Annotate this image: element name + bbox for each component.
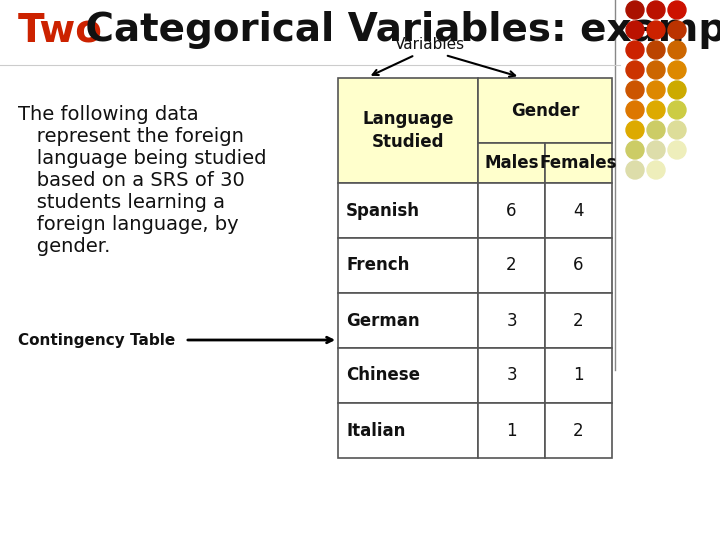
Bar bbox=[545, 143, 612, 183]
Text: 3: 3 bbox=[506, 367, 517, 384]
Circle shape bbox=[626, 1, 644, 19]
Text: Language
Studied: Language Studied bbox=[362, 110, 454, 151]
Text: Gender: Gender bbox=[510, 102, 579, 119]
Circle shape bbox=[647, 121, 665, 139]
Bar bbox=[545, 293, 612, 348]
Text: The following data: The following data bbox=[18, 105, 199, 124]
Bar bbox=[478, 348, 545, 403]
Text: Two: Two bbox=[18, 11, 103, 49]
Circle shape bbox=[647, 81, 665, 99]
Circle shape bbox=[647, 1, 665, 19]
Text: 2: 2 bbox=[506, 256, 517, 274]
Bar bbox=[545, 348, 612, 403]
Circle shape bbox=[626, 21, 644, 39]
Text: Variables: Variables bbox=[395, 37, 465, 52]
Circle shape bbox=[647, 141, 665, 159]
Bar bbox=[338, 78, 478, 183]
Circle shape bbox=[647, 21, 665, 39]
Text: Contingency Table: Contingency Table bbox=[18, 333, 175, 348]
Circle shape bbox=[668, 61, 686, 79]
Circle shape bbox=[647, 161, 665, 179]
Text: Males: Males bbox=[485, 154, 539, 172]
Bar bbox=[545, 403, 612, 458]
Circle shape bbox=[668, 141, 686, 159]
Text: 3: 3 bbox=[506, 312, 517, 329]
Circle shape bbox=[668, 121, 686, 139]
Text: students learning a: students learning a bbox=[18, 193, 225, 212]
Circle shape bbox=[626, 161, 644, 179]
Circle shape bbox=[647, 101, 665, 119]
Bar bbox=[338, 403, 478, 458]
Text: German: German bbox=[346, 312, 420, 329]
Text: 2: 2 bbox=[573, 312, 584, 329]
Text: Chinese: Chinese bbox=[346, 367, 420, 384]
Bar bbox=[478, 403, 545, 458]
Circle shape bbox=[668, 81, 686, 99]
Circle shape bbox=[668, 101, 686, 119]
Bar bbox=[338, 348, 478, 403]
Text: 2: 2 bbox=[573, 422, 584, 440]
Circle shape bbox=[626, 81, 644, 99]
Bar bbox=[478, 78, 612, 143]
Circle shape bbox=[626, 41, 644, 59]
Text: French: French bbox=[346, 256, 410, 274]
Bar bbox=[478, 238, 545, 293]
Text: based on a SRS of 30: based on a SRS of 30 bbox=[18, 171, 245, 190]
Text: Italian: Italian bbox=[346, 422, 405, 440]
Bar bbox=[478, 183, 545, 238]
Bar bbox=[338, 183, 478, 238]
Text: 6: 6 bbox=[573, 256, 584, 274]
Circle shape bbox=[626, 141, 644, 159]
Text: 1: 1 bbox=[573, 367, 584, 384]
Circle shape bbox=[668, 1, 686, 19]
Text: 4: 4 bbox=[573, 201, 584, 219]
Circle shape bbox=[647, 61, 665, 79]
Text: Spanish: Spanish bbox=[346, 201, 420, 219]
Bar bbox=[338, 238, 478, 293]
Circle shape bbox=[626, 101, 644, 119]
Bar bbox=[545, 183, 612, 238]
Circle shape bbox=[626, 61, 644, 79]
Text: Females: Females bbox=[540, 154, 617, 172]
Circle shape bbox=[668, 41, 686, 59]
Text: 6: 6 bbox=[506, 201, 517, 219]
Text: represent the foreign: represent the foreign bbox=[18, 127, 244, 146]
Bar bbox=[478, 293, 545, 348]
Text: language being studied: language being studied bbox=[18, 149, 266, 168]
Bar bbox=[338, 293, 478, 348]
Circle shape bbox=[647, 41, 665, 59]
Bar bbox=[545, 238, 612, 293]
Circle shape bbox=[668, 21, 686, 39]
Text: 1: 1 bbox=[506, 422, 517, 440]
Circle shape bbox=[626, 121, 644, 139]
Text: Categorical Variables: example: Categorical Variables: example bbox=[72, 11, 720, 49]
Text: foreign language, by: foreign language, by bbox=[18, 215, 238, 234]
Bar bbox=[478, 143, 545, 183]
Text: gender.: gender. bbox=[18, 237, 110, 256]
